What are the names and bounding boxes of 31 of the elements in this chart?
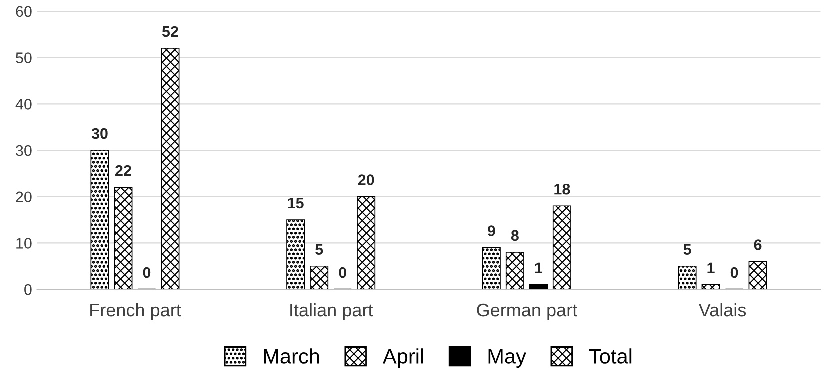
data-label: 0 [730, 267, 738, 278]
y-tick-label: 10 [16, 238, 32, 249]
data-label: 8 [511, 230, 519, 242]
x-tick-label: French part [90, 303, 182, 320]
data-label: 15 [288, 198, 304, 209]
data-label: 0 [339, 267, 346, 278]
data-label: 6 [754, 240, 762, 250]
y-tick-label: 40 [16, 99, 32, 110]
data-label: 52 [162, 26, 178, 38]
data-label: 1 [535, 262, 543, 274]
data-label: 22 [116, 165, 132, 176]
data-label: 0 [143, 267, 151, 278]
y-tick-label: 0 [24, 284, 32, 296]
data-label: 1 [708, 262, 715, 274]
legend-label: Total [589, 348, 632, 364]
data-label: 20 [358, 174, 374, 186]
y-tick-label: 30 [16, 145, 32, 156]
data-label: 5 [316, 244, 324, 256]
y-tick-label: 60 [16, 6, 32, 18]
y-tick-label: 50 [16, 52, 32, 64]
x-tick-label: Valais [698, 303, 746, 317]
data-label: 18 [554, 184, 570, 195]
legend-label: May [488, 349, 526, 368]
y-tick-label: 20 [16, 192, 32, 203]
data-label: 9 [488, 226, 496, 236]
x-tick-label: Italian part [290, 303, 374, 320]
legend-label: April [382, 348, 424, 368]
data-label: 5 [684, 244, 692, 256]
data-label: 30 [92, 128, 108, 140]
x-tick-label: German part [477, 304, 578, 320]
legend-label: March [264, 348, 320, 364]
